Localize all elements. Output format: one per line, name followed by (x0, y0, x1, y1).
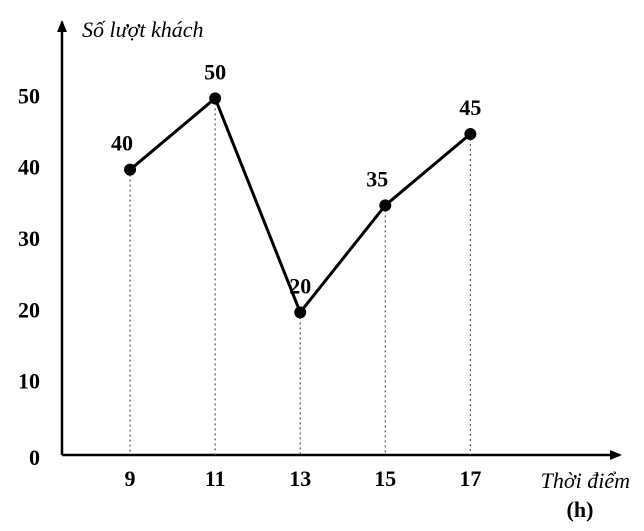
x-axis-unit: (h) (567, 497, 594, 522)
y-tick-label: 20 (18, 297, 40, 322)
y-tick-label: 40 (18, 155, 40, 180)
x-tick-label: 9 (125, 466, 136, 491)
y-tick-label: 50 (18, 83, 40, 108)
x-tick-label: 17 (459, 466, 481, 491)
point (379, 199, 392, 212)
data-label: 40 (111, 131, 133, 156)
x-tick-label: 15 (374, 466, 396, 491)
y-tick-label: 30 (18, 226, 40, 251)
point (209, 92, 222, 105)
point (294, 306, 307, 319)
point (124, 163, 137, 176)
x-axis-label: Thời điểm (541, 468, 630, 493)
data-label: 50 (204, 59, 226, 84)
x-tick-label: 13 (289, 466, 311, 491)
data-label: 35 (366, 166, 388, 191)
y-tick-label: 10 (18, 369, 40, 394)
y-tick-label: 0 (29, 445, 40, 470)
x-tick-label: 11 (205, 466, 226, 491)
data-label: 20 (289, 273, 311, 298)
point (464, 128, 477, 140)
data-label: 45 (459, 95, 481, 120)
y-axis-label: Số lượt khách (82, 17, 204, 42)
